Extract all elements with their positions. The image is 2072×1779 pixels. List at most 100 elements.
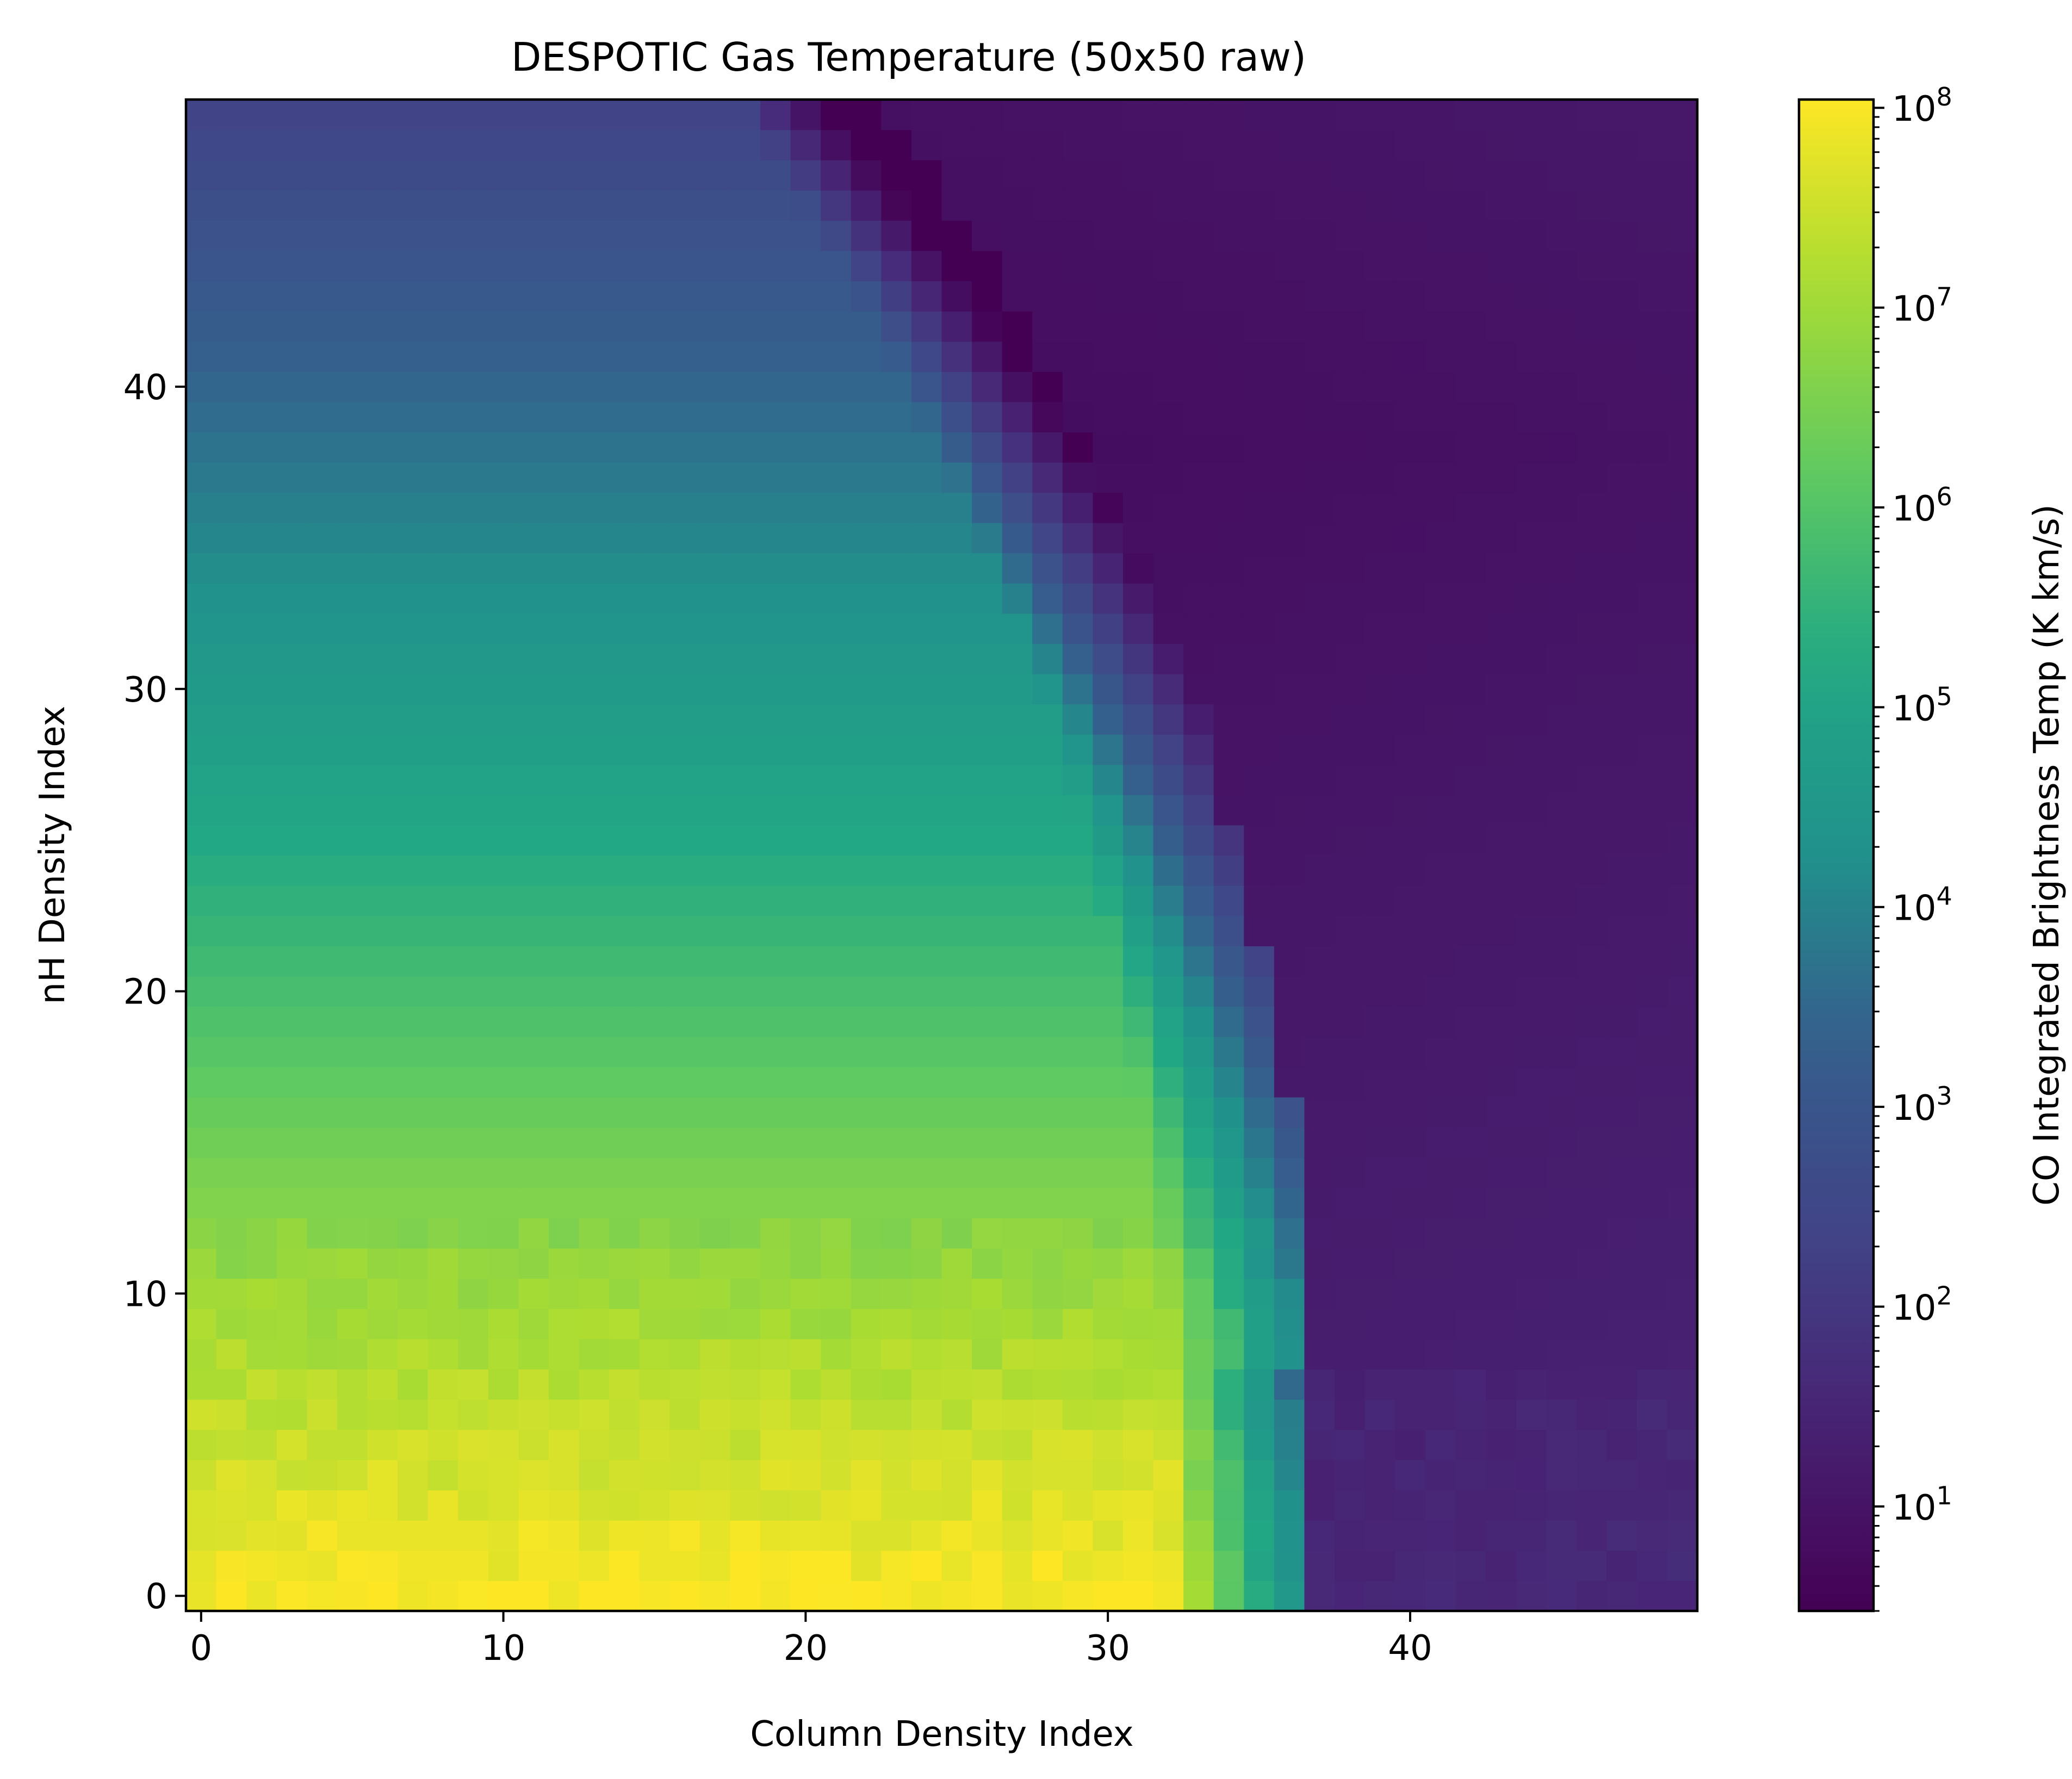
heatmap-cell <box>307 1429 338 1460</box>
heatmap-cell <box>881 401 912 432</box>
heatmap-cell <box>1395 1097 1426 1128</box>
heatmap-cell <box>427 825 458 856</box>
heatmap-cell <box>1183 674 1214 705</box>
heatmap-cell <box>790 1550 821 1582</box>
heatmap-cell <box>427 1460 458 1491</box>
heatmap-cell <box>1546 523 1577 554</box>
heatmap-cell <box>699 1248 731 1279</box>
heatmap-cell <box>1576 1187 1607 1219</box>
heatmap-cell <box>1335 1157 1366 1188</box>
heatmap-cell <box>760 1187 791 1219</box>
heatmap-cell <box>1576 1490 1607 1521</box>
heatmap-cell <box>1002 795 1033 826</box>
heatmap-cell <box>1062 523 1093 554</box>
heatmap-cell <box>1093 1460 1124 1491</box>
heatmap-cell <box>730 432 761 463</box>
heatmap-cell <box>1274 1520 1305 1551</box>
heatmap-cell <box>1062 1218 1093 1249</box>
heatmap-cell <box>790 1187 821 1219</box>
heatmap-cell <box>1576 1550 1607 1582</box>
heatmap-cell <box>398 1067 429 1098</box>
heatmap-cell <box>669 1127 700 1158</box>
heatmap-cell <box>518 825 549 856</box>
heatmap-cell <box>1425 492 1456 523</box>
heatmap-cell <box>1485 341 1517 372</box>
heatmap-cell <box>941 1550 972 1582</box>
heatmap-cell <box>699 401 731 432</box>
heatmap-cell <box>337 1369 368 1400</box>
heatmap-cell <box>276 281 307 312</box>
heatmap-cell <box>1244 915 1275 946</box>
heatmap-cell <box>1455 523 1486 554</box>
heatmap-cell <box>911 1369 942 1400</box>
heatmap-cell <box>941 1248 972 1279</box>
heatmap-cell <box>1364 311 1395 342</box>
heatmap-cell <box>730 643 761 674</box>
heatmap-cell <box>1032 855 1063 886</box>
heatmap-cell <box>488 976 519 1007</box>
heatmap-cell <box>1485 643 1517 674</box>
heatmap-cell <box>1274 946 1305 977</box>
heatmap-cell <box>1516 1036 1547 1068</box>
heatmap-cell <box>367 1309 398 1340</box>
heatmap-cell <box>1304 523 1335 554</box>
heatmap-cell <box>548 1157 580 1188</box>
heatmap-cell <box>669 1580 700 1611</box>
heatmap-cell <box>699 1006 731 1037</box>
heatmap-cell <box>1183 1520 1214 1551</box>
heatmap-cell <box>307 1097 338 1128</box>
heatmap-cell <box>1425 341 1456 372</box>
heatmap-cell <box>518 341 549 372</box>
heatmap-cell <box>1304 855 1335 886</box>
heatmap-cell <box>1516 1006 1547 1037</box>
heatmap-cell <box>1335 553 1366 584</box>
heatmap-cell <box>548 1338 580 1369</box>
heatmap-cell <box>337 553 368 584</box>
heatmap-cell <box>1274 1580 1305 1611</box>
heatmap-cell <box>1606 1067 1637 1098</box>
heatmap-cell <box>186 1157 217 1188</box>
heatmap-cell <box>1183 1067 1214 1098</box>
heatmap-cell <box>1122 129 1154 160</box>
heatmap-cell <box>1516 1580 1547 1611</box>
heatmap-cell <box>1274 401 1305 432</box>
heatmap-cell <box>1364 643 1395 674</box>
heatmap-cell <box>458 1580 489 1611</box>
heatmap-cell <box>548 915 580 946</box>
heatmap-cell <box>1516 220 1547 251</box>
heatmap-cell <box>730 341 761 372</box>
heatmap-cell <box>1183 1006 1214 1037</box>
heatmap-cell <box>548 583 580 614</box>
heatmap-cell <box>1546 764 1577 795</box>
heatmap-cell <box>1364 1520 1395 1551</box>
heatmap-cell <box>1244 643 1275 674</box>
heatmap-cell <box>367 220 398 251</box>
heatmap-cell <box>579 341 610 372</box>
heatmap-cell <box>548 946 580 977</box>
heatmap-cell <box>337 462 368 493</box>
heatmap-cell <box>1213 915 1244 946</box>
heatmap-cell <box>367 160 398 191</box>
heatmap-cell <box>1274 855 1305 886</box>
heatmap-cell <box>1485 613 1517 644</box>
heatmap-cell <box>367 1490 398 1521</box>
heatmap-cell <box>1122 795 1154 826</box>
heatmap-cell <box>941 613 972 644</box>
heatmap-cell <box>1122 220 1154 251</box>
heatmap-cell <box>911 1127 942 1158</box>
heatmap-cell <box>458 704 489 735</box>
heatmap-cell <box>790 1520 821 1551</box>
heatmap-cell <box>1244 432 1275 463</box>
heatmap-cell <box>1032 1218 1063 1249</box>
heatmap-cell <box>488 1278 519 1309</box>
heatmap-cell <box>1546 1429 1577 1460</box>
heatmap-cell <box>458 825 489 856</box>
heatmap-cell <box>730 1429 761 1460</box>
heatmap-cell <box>821 734 852 765</box>
heatmap-cell <box>881 371 912 402</box>
heatmap-cell <box>730 976 761 1007</box>
heatmap-cell <box>427 1338 458 1369</box>
heatmap-cell <box>367 1248 398 1279</box>
heatmap-cell <box>579 674 610 705</box>
heatmap-cell <box>1546 1248 1577 1279</box>
